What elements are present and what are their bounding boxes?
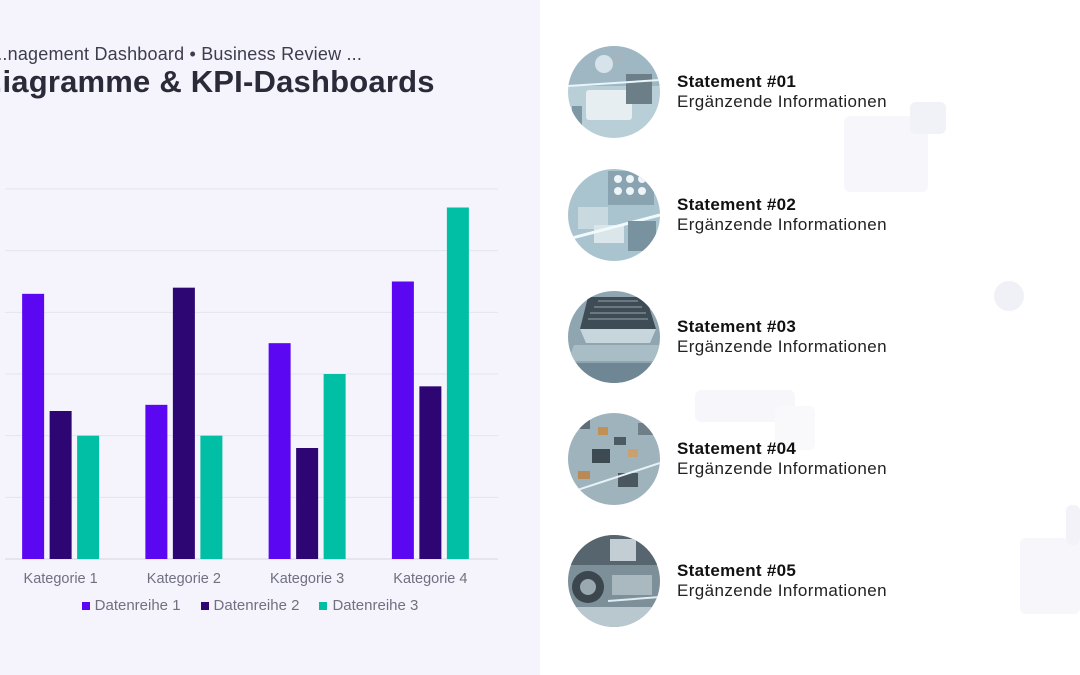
bar-series-1-kategorie-1 [22, 293, 45, 559]
chart-category-labels: Kategorie 1 Kategorie 2 Kategorie 3 Kategor… [24, 571, 468, 587]
x-tick-label: Kategorie 2 [147, 571, 221, 587]
bar-series-1-kategorie-4 [391, 281, 414, 559]
x-tick-label: Kategorie 4 [393, 571, 467, 587]
statement-item-3: Statement #03 Ergänzende Informationen [568, 291, 1048, 383]
circuit-board-image [568, 535, 660, 627]
statement-description: Ergänzende Informationen [677, 92, 887, 111]
legend-swatch-series-2 [200, 601, 209, 610]
legend-label: Datenreihe 3 [332, 597, 419, 614]
decorative-square [910, 102, 946, 134]
statement-item-5: Statement #05 Ergänzende Informationen [568, 535, 1048, 627]
bar-series-1-kategorie-2 [145, 404, 168, 559]
statement-title: Statement #05 [677, 561, 797, 580]
bar-series-3-kategorie-1 [77, 435, 100, 559]
circuit-board-image [568, 46, 660, 138]
decorative-circle [994, 281, 1024, 311]
legend-label: Datenreihe 1 [94, 597, 181, 614]
x-tick-label: Kategorie 3 [270, 571, 344, 587]
legend-item-series-1: Datenreihe 1 [81, 597, 181, 614]
legend-label: Datenreihe 2 [213, 597, 300, 614]
decorative-square [1066, 505, 1080, 545]
bar-series-3-kategorie-2 [200, 435, 223, 559]
statement-item-1: Statement #01 Ergänzende Informationen [568, 46, 1048, 138]
bar-series-3-kategorie-3 [323, 374, 346, 559]
legend-swatch-series-3 [319, 601, 328, 610]
statement-title: Statement #03 [677, 317, 797, 336]
bar-chart: Kategorie 1 Kategorie 2 Kategorie 3 Kategor… [5, 188, 498, 587]
bar-series-2-kategorie-1 [49, 411, 72, 559]
circuit-board-image [568, 413, 660, 505]
chart-bars [22, 207, 469, 559]
legend-item-series-2: Datenreihe 2 [200, 597, 300, 614]
statement-title: Statement #04 [677, 439, 797, 458]
statement-item-4: Statement #04 Ergänzende Informationen [568, 413, 1048, 505]
page-title: ...iagramme & KPI-Dashboards [0, 64, 435, 99]
decorative-square [1020, 538, 1080, 614]
chart-legend: Datenreihe 1 Datenreihe 2 Datenreihe 3 [0, 597, 500, 614]
bar-series-2-kategorie-4 [419, 386, 442, 559]
statement-description: Ergänzende Informationen [677, 215, 887, 234]
statement-title: Statement #02 [677, 195, 797, 214]
cpu-chip-image [568, 291, 660, 383]
bar-series-2-kategorie-2 [172, 287, 195, 559]
decorative-square [775, 406, 815, 450]
statement-description: Ergänzende Informationen [677, 337, 887, 356]
bar-series-1-kategorie-3 [268, 343, 291, 559]
bar-series-2-kategorie-3 [296, 448, 319, 559]
legend-item-series-3: Datenreihe 3 [319, 597, 418, 614]
x-tick-label: Kategorie 1 [24, 571, 98, 587]
legend-swatch-series-1 [81, 601, 90, 610]
statement-description: Ergänzende Informationen [677, 459, 887, 478]
chart-panel: ...nagement Dashboard • Business Review … [0, 0, 540, 675]
bar-series-3-kategorie-4 [446, 207, 469, 559]
page-subtitle: ...nagement Dashboard • Business Review … [0, 44, 363, 64]
statement-description: Ergänzende Informationen [677, 581, 887, 600]
statement-item-2: Statement #02 Ergänzende Informationen [568, 169, 1048, 261]
circuit-board-image [568, 169, 660, 261]
statement-title: Statement #01 [677, 72, 797, 91]
